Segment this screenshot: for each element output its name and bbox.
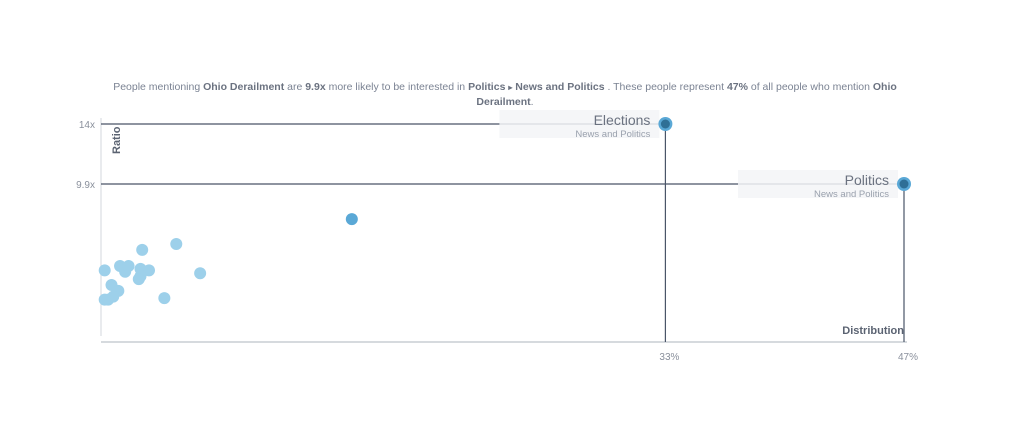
- x-tick-label: 47%: [898, 352, 918, 363]
- data-point: [143, 264, 156, 277]
- y-tick-label: 9.9x: [76, 180, 95, 191]
- data-point: [158, 292, 171, 305]
- y-axis-title: Ratio: [111, 126, 123, 154]
- data-point: [122, 259, 135, 272]
- point-label-category: News and Politics: [814, 189, 889, 200]
- point-label-box: [499, 110, 660, 138]
- data-point: [98, 293, 111, 306]
- x-tick-label: 33%: [659, 352, 679, 363]
- caption-text: . These people represent: [604, 81, 727, 93]
- x-axis-title: Distribution: [842, 325, 904, 337]
- caption-topic-end: Ohio Derailment: [476, 81, 897, 108]
- caption-subcategory: News and Politics: [515, 81, 605, 93]
- point-label-name: Elections: [594, 112, 651, 128]
- tick-labels: 14x 9.9x 33% 47%: [76, 120, 918, 363]
- data-point: [136, 243, 149, 256]
- data-point: [170, 238, 183, 250]
- data-point: [194, 267, 207, 280]
- highlighted-point: [660, 119, 670, 129]
- caption-text: of all people who mention: [747, 81, 873, 93]
- caption-share: 47%: [726, 81, 748, 93]
- guide-lines: [101, 110, 905, 342]
- point-label-box: [738, 170, 898, 198]
- chart-caption: People mentioning Ohio Derailment are 9.…: [100, 80, 910, 110]
- data-point: [345, 213, 358, 226]
- caption-category: Politics: [468, 81, 506, 93]
- point-label-name: Politics: [845, 172, 889, 188]
- caption-text: .: [530, 96, 534, 108]
- data-point: [114, 259, 127, 272]
- data-point: [98, 264, 111, 277]
- data-point: [132, 273, 145, 286]
- point-label-category: News and Politics: [575, 129, 650, 140]
- caption-topic: Ohio Derailment: [203, 81, 285, 93]
- caption-text: more likely to be interested in: [325, 81, 469, 93]
- caption-text: People mentioning: [113, 81, 204, 93]
- highlighted-point: [899, 179, 909, 189]
- y-tick-label: 14x: [79, 120, 95, 131]
- caption-arrow: ▸: [508, 83, 513, 92]
- data-points: [98, 213, 358, 306]
- caption-ratio: 9.9x: [305, 81, 326, 93]
- caption-text: are: [284, 81, 306, 93]
